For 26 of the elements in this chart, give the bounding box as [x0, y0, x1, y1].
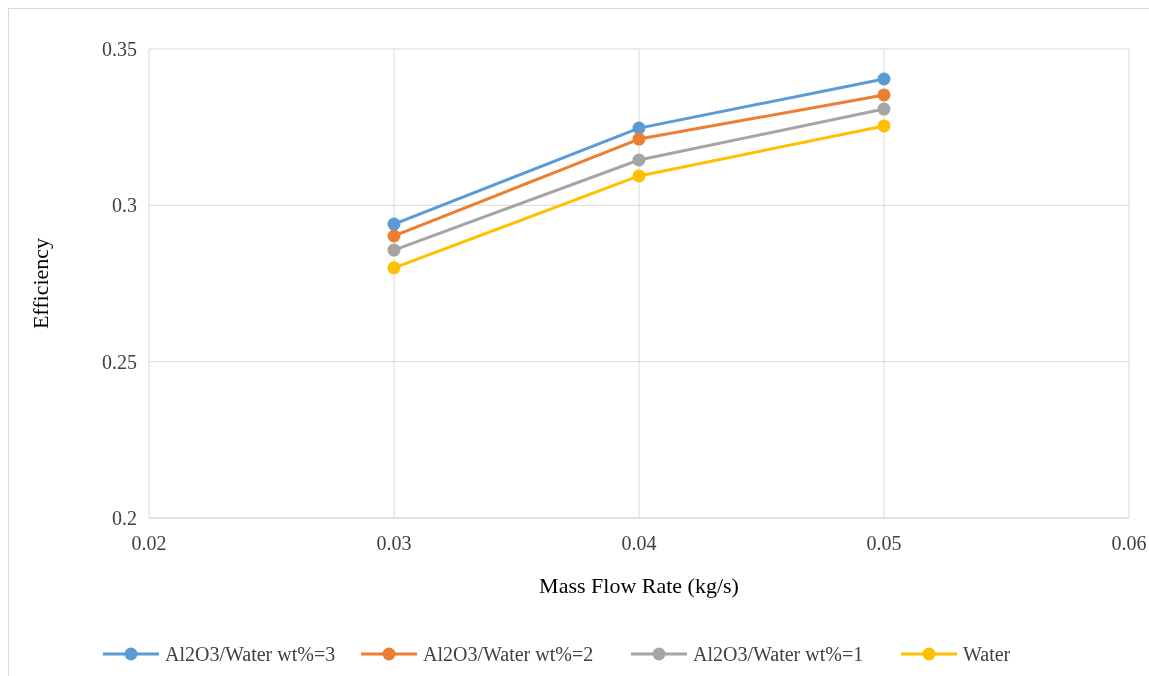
point	[387, 217, 401, 231]
point	[632, 153, 646, 167]
legend-label: Al2O3/Water wt%=2	[423, 643, 594, 665]
y-tick-label: 0.25	[102, 350, 137, 373]
legend-label: Al2O3/Water wt%=3	[165, 643, 336, 665]
y-tick-label: 0.3	[112, 194, 137, 217]
point	[632, 132, 646, 146]
y-tick-label: 0.2	[112, 507, 137, 529]
point	[632, 169, 646, 183]
point	[387, 243, 401, 257]
point	[387, 229, 401, 243]
x-axis-title: Mass Flow Rate (kg/s)	[539, 573, 739, 598]
point	[877, 72, 891, 86]
point	[387, 261, 401, 275]
x-tick-label: 0.04	[621, 532, 657, 554]
y-axis-title: Efficiency	[28, 237, 53, 330]
legend-label: Al2O3/Water wt%=1	[693, 643, 864, 665]
point	[877, 102, 891, 116]
point	[877, 88, 891, 102]
legend-label: Water	[963, 643, 1011, 665]
x-tick-label: 0.06	[1111, 532, 1147, 554]
x-tick-label: 0.05	[866, 532, 902, 554]
point	[877, 119, 891, 133]
x-tick-label: 0.02	[131, 532, 167, 554]
x-tick-label: 0.03	[376, 532, 412, 554]
y-tick-label: 0.35	[102, 38, 137, 60]
